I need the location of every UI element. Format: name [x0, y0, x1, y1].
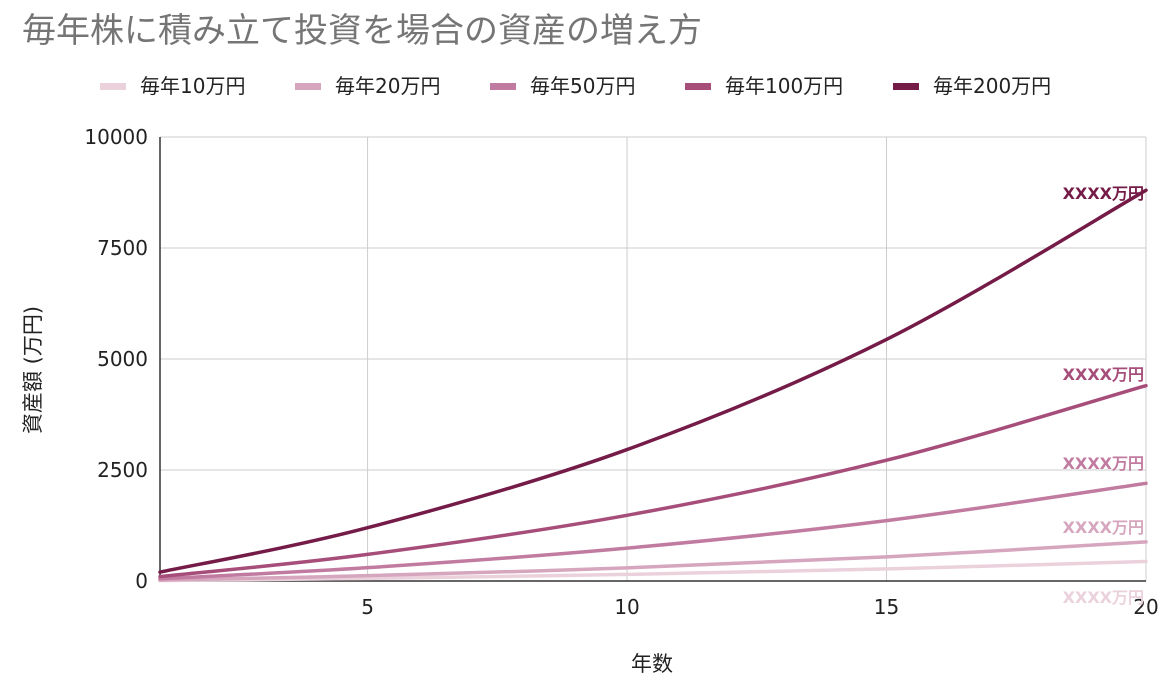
legend-label: 毎年50万円 — [530, 74, 635, 98]
x-tick-label: 5 — [361, 595, 374, 619]
legend-label: 毎年10万円 — [140, 74, 245, 98]
chart-title: 毎年株に積み立て投資を場合の資産の増え方 — [22, 11, 702, 51]
grid — [159, 136, 1147, 582]
y-tick-label: 5000 — [97, 347, 148, 371]
tick-labels: 0 2500 5000 7500 10000 5 10 15 20 — [84, 125, 1158, 619]
series-line — [158, 559, 1148, 583]
series-line — [158, 481, 1148, 581]
legend-swatch — [893, 83, 919, 90]
x-tick-label: 20 — [1133, 595, 1158, 619]
series-end-label: XXXX万円 — [1063, 588, 1144, 607]
series-end-label: XXXX万円 — [1063, 365, 1144, 384]
y-tick-label: 10000 — [84, 125, 148, 149]
legend-swatch — [685, 83, 711, 90]
legend-item: 毎年50万円 — [490, 74, 635, 98]
legend-swatch — [100, 83, 126, 90]
series-line — [158, 540, 1148, 582]
legend-item: 毎年10万円 — [100, 74, 245, 98]
legend-label: 毎年20万円 — [335, 74, 440, 98]
legend-label: 毎年200万円 — [933, 74, 1051, 98]
legend-swatch — [490, 83, 516, 90]
series-end-label: XXXX万円 — [1063, 518, 1144, 537]
series-line — [158, 188, 1148, 574]
x-axis-label: 年数 — [631, 652, 673, 676]
end-labels: XXXX万円 XXXX万円 XXXX万円 XXXX万円 XXXX万円 — [1063, 184, 1144, 607]
y-axis-label: 資産額 (万円) — [21, 306, 45, 434]
y-tick-label: 0 — [135, 569, 148, 593]
legend: 毎年10万円 毎年20万円 毎年50万円 毎年100万円 毎年200万円 — [100, 74, 1051, 98]
legend-swatch — [295, 83, 321, 90]
y-tick-label: 7500 — [97, 236, 148, 260]
x-tick-label: 15 — [874, 595, 899, 619]
series-end-label: XXXX万円 — [1063, 184, 1144, 203]
x-tick-label: 10 — [614, 595, 639, 619]
y-tick-label: 2500 — [97, 458, 148, 482]
legend-label: 毎年100万円 — [725, 74, 843, 98]
legend-item: 毎年20万円 — [295, 74, 440, 98]
legend-item: 毎年200万円 — [893, 74, 1051, 98]
series-end-label: XXXX万円 — [1063, 454, 1144, 473]
series-line — [158, 383, 1148, 579]
series-layer — [158, 188, 1148, 583]
legend-item: 毎年100万円 — [685, 74, 843, 98]
